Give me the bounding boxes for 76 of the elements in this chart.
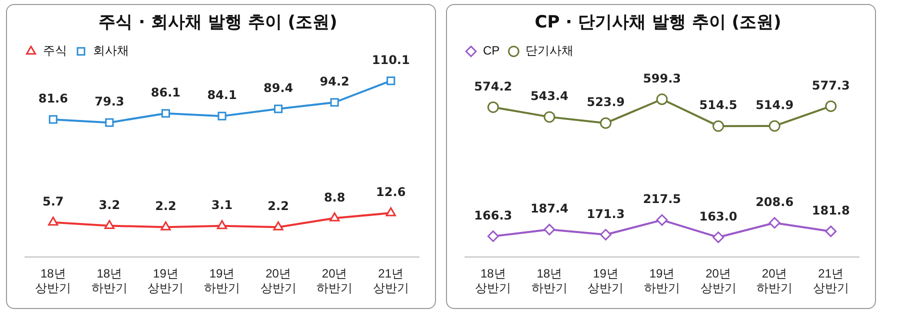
point — [712, 120, 724, 132]
data-label: 163.0 — [699, 209, 738, 224]
point — [48, 216, 58, 226]
point — [105, 118, 114, 127]
data-label: 514.9 — [756, 98, 794, 112]
data-label: 166.3 — [474, 208, 512, 222]
data-label: 3.1 — [211, 198, 233, 212]
data-label: 187.4 — [530, 202, 568, 216]
data-label: 79.3 — [94, 94, 124, 109]
x-tick-label: 19년 상반기 — [148, 266, 184, 296]
point — [487, 101, 499, 113]
point — [656, 94, 668, 106]
legend-label: 주식 — [43, 44, 67, 58]
data-label: 217.5 — [643, 192, 681, 206]
x-tick-label: 20년 상반기 — [700, 266, 736, 296]
data-label: 81.6 — [38, 92, 68, 106]
x-tick-label: 18년 상반기 — [475, 266, 512, 296]
data-label: 94.2 — [320, 74, 350, 88]
x-tick-label: 21년 상반기 — [372, 266, 409, 296]
data-label: 523.9 — [586, 95, 625, 110]
data-label: 8.8 — [324, 190, 346, 204]
point — [386, 76, 396, 86]
x-tick-label: 20년 하반기 — [756, 266, 793, 296]
point — [825, 226, 837, 238]
data-label: 514.5 — [699, 98, 738, 112]
data-label: 5.7 — [42, 194, 64, 208]
point — [600, 228, 612, 240]
point — [600, 117, 612, 129]
point — [161, 109, 170, 118]
x-tick-label: 19년 상반기 — [588, 266, 624, 296]
point — [160, 221, 171, 230]
data-label: 577.3 — [812, 78, 850, 92]
data-label: 599.3 — [643, 71, 681, 86]
x-tick-label: 19년 하반기 — [204, 266, 240, 296]
x-tick-label: 18년 하반기 — [91, 266, 128, 296]
data-label: 86.1 — [150, 85, 181, 100]
data-label: 543.4 — [530, 89, 568, 104]
point — [768, 120, 780, 132]
point — [104, 220, 115, 229]
x-tick-label: 19년 하반기 — [644, 266, 680, 296]
point — [386, 207, 396, 216]
point — [544, 111, 556, 123]
point — [768, 217, 780, 229]
chart-title: CP · 단기사채 발행 추이 (조원) — [534, 12, 782, 33]
point — [330, 98, 339, 107]
point — [825, 100, 837, 112]
data-label: 171.3 — [586, 206, 625, 221]
legend-label: CP — [483, 44, 500, 58]
data-label: 208.6 — [756, 194, 794, 209]
point — [712, 232, 724, 244]
point — [656, 214, 668, 226]
data-label: 3.2 — [98, 198, 120, 212]
data-label: 181.8 — [812, 203, 850, 218]
point — [544, 224, 556, 236]
x-tick-label: 18년 하반기 — [531, 266, 568, 296]
x-tick-label: 20년 하반기 — [316, 266, 353, 296]
data-label: 84.1 — [207, 88, 237, 102]
data-label: 2.2 — [155, 199, 176, 214]
legend-label: 회사채 — [93, 44, 129, 58]
data-label: 12.6 — [376, 185, 406, 200]
point — [48, 115, 58, 124]
point — [329, 212, 340, 222]
point — [487, 230, 499, 242]
point — [216, 220, 228, 230]
point — [274, 104, 283, 114]
point — [273, 221, 284, 230]
data-label: 2.2 — [268, 199, 289, 214]
x-tick-label: 18년 상반기 — [35, 266, 72, 296]
x-tick-label: 20년 상반기 — [260, 266, 296, 296]
point — [218, 112, 226, 120]
legend-label: 단기사채 — [526, 44, 574, 58]
data-label: 110.1 — [372, 52, 410, 67]
data-label: 89.4 — [263, 81, 294, 96]
x-tick-label: 21년 상반기 — [812, 266, 849, 296]
data-label: 574.2 — [474, 79, 512, 94]
chart-title: 주식 · 회사채 발행 추이 (조원) — [98, 12, 338, 33]
